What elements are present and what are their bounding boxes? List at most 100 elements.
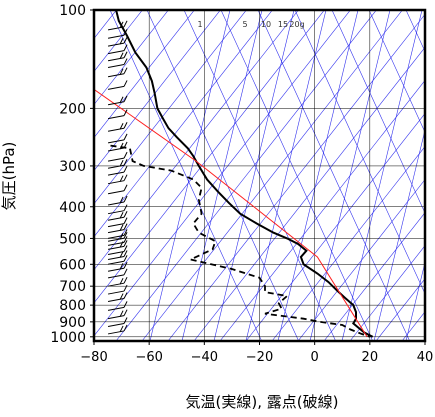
wind-barb	[107, 80, 128, 90]
wind-barb-flag	[123, 80, 128, 87]
wind-barb	[107, 151, 128, 162]
y-tick-label: 500	[59, 231, 86, 247]
wind-barb-flag	[119, 37, 124, 45]
wind-barb-staff	[107, 127, 125, 132]
wind-barb-flag	[119, 310, 124, 317]
mixing-ratio-line	[219, 79, 425, 341]
wind-barb-staff	[107, 274, 125, 279]
wind-barb-flag	[123, 232, 128, 239]
wind-barb	[107, 195, 128, 206]
wind-barb-staff	[107, 157, 125, 162]
wind-barb-flag	[119, 224, 124, 231]
mixing-ratio-label: 10	[261, 20, 271, 29]
mixing-ratio-line	[271, 146, 425, 341]
wind-barb-flag	[123, 58, 128, 65]
y-axis-label: 気圧(hPa)	[0, 142, 18, 211]
mixing-ratio-line	[405, 261, 425, 341]
wind-barb-flag	[119, 241, 124, 248]
mixing-ratio-line	[373, 128, 425, 341]
wind-barb-staff	[107, 34, 125, 39]
wind-barb	[107, 36, 128, 47]
wind-barb	[107, 184, 128, 195]
wind-barb	[107, 301, 128, 311]
wind-barb-staff	[107, 245, 125, 250]
mixing-ratio-line	[297, 179, 425, 341]
wind-barb-flag	[119, 277, 124, 285]
wind-barb-staff	[107, 267, 125, 272]
wind-barb-staff	[107, 26, 125, 31]
wind-barb	[107, 20, 128, 31]
mixing-ratio-line	[294, 10, 425, 295]
wind-barb-staff	[107, 256, 125, 260]
wind-barb-flag	[119, 196, 124, 204]
wind-barb-flag	[123, 95, 128, 103]
mixing-ratio-line	[341, 10, 423, 341]
wind-barb	[107, 255, 128, 265]
wind-barb	[107, 67, 128, 78]
wind-barb-flag	[119, 212, 124, 219]
mixing-ratio-line	[181, 10, 263, 341]
wind-barb-flag	[123, 223, 128, 230]
mixing-ratio-label: 20g	[289, 20, 304, 29]
wind-barb	[107, 28, 128, 39]
wind-barb-staff	[107, 85, 125, 90]
wind-barb-staff	[107, 330, 125, 335]
wind-barb-staff	[107, 237, 125, 242]
x-tick-label: −60	[135, 350, 162, 365]
y-tick-label: 900	[59, 315, 86, 331]
dewpoint-line	[110, 144, 371, 338]
wind-barb-staff	[107, 180, 125, 185]
wind-barb-flag	[123, 133, 128, 141]
wind-barb	[107, 133, 128, 144]
y-tick-label: 400	[59, 200, 86, 216]
wind-barb-flag	[123, 204, 128, 211]
mixing-ratio-line	[368, 10, 425, 133]
wind-barb-flag	[119, 293, 124, 300]
mixing-ratio-line	[141, 10, 403, 341]
wind-barb-flag	[123, 268, 128, 276]
y-tick-label: 700	[59, 279, 86, 295]
wind-barb-staff	[107, 229, 125, 234]
mixing-ratio-line	[309, 10, 391, 341]
wind-barb-staff	[107, 315, 125, 320]
wind-barb-flag	[123, 317, 128, 324]
y-tick-label: 100	[59, 3, 86, 19]
wind-barb-staff	[107, 171, 125, 176]
mixing-ratio-line	[428, 0, 435, 341]
y-tick-label: 200	[59, 101, 86, 117]
wind-barb	[107, 44, 128, 55]
mixing-ratio-line	[109, 10, 263, 341]
y-tick-label: 800	[59, 298, 86, 314]
wind-barb-staff	[107, 216, 125, 221]
wind-barb-staff	[107, 190, 125, 195]
x-tick-label: 40	[417, 350, 434, 365]
wind-barb-flag	[123, 211, 128, 218]
wind-barb	[107, 51, 128, 62]
mixing-ratio-label: 5	[242, 20, 247, 29]
reference-line	[94, 88, 368, 338]
wind-barb-flag	[123, 229, 128, 236]
wind-barb	[107, 292, 128, 303]
wind-barb-staff	[107, 282, 125, 287]
wind-barb	[107, 245, 128, 256]
wind-barb	[107, 217, 128, 228]
wind-barb-staff	[107, 201, 125, 206]
x-tick-label: 20	[362, 350, 379, 365]
wind-barb-staff	[107, 139, 125, 144]
wind-barb-flag	[119, 123, 124, 130]
wind-barb-flag	[119, 21, 124, 29]
wind-barb	[107, 204, 128, 215]
wind-barb	[107, 262, 128, 272]
mixing-ratio-line	[167, 13, 425, 341]
wind-barb-flag	[123, 67, 128, 74]
y-tick-label: 300	[59, 159, 86, 175]
wind-barb-flag	[123, 28, 128, 36]
mixing-ratio-line	[213, 10, 295, 341]
wind-barb	[107, 240, 128, 250]
wind-barb	[107, 232, 128, 242]
wind-barb-staff	[107, 241, 125, 246]
wind-barb-flag	[123, 284, 128, 292]
